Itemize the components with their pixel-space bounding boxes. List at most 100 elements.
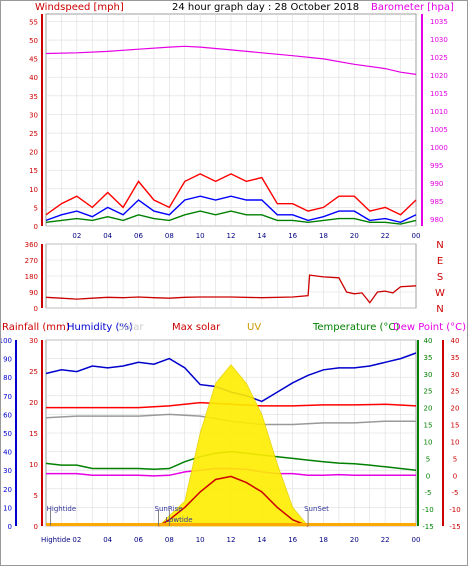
event-label: Lowtide — [165, 516, 192, 524]
temperature-tick-label: 25 — [424, 388, 433, 396]
dew-tick-label: 35 — [451, 354, 460, 362]
x-tick-label: 00 — [412, 536, 421, 544]
rainfall-label: Rainfall (mm) — [2, 322, 70, 333]
humidity-tick-label: 60 — [3, 411, 12, 419]
compass-label: E — [437, 256, 443, 267]
x-tick-label: 04 — [103, 232, 112, 240]
compass-label: W — [435, 288, 445, 299]
dew-tick-label: 25 — [451, 388, 460, 396]
temperature-tick-label: 10 — [424, 438, 433, 446]
humidity-label: Humidity (%) — [67, 322, 133, 333]
windspeed-tick-label: 50 — [29, 37, 38, 45]
series-barometer — [45, 45, 417, 75]
temperature-label: Temperature (°C) — [312, 322, 399, 333]
solar-label: Solar — [118, 322, 144, 333]
x-tick-label: 18 — [319, 536, 328, 544]
rain-tick-label: 25 — [29, 368, 38, 376]
x-tick-label: 20 — [350, 536, 359, 544]
x-tick-label: 18 — [319, 232, 328, 240]
event-label: SunRise — [155, 505, 183, 513]
dew-tick-label: 15 — [451, 422, 460, 430]
humidity-tick-label: 50 — [3, 430, 12, 438]
x-tick-label: 14 — [257, 232, 266, 240]
windspeed-tick-label: 55 — [29, 18, 38, 26]
temperature-tick-label: 15 — [424, 422, 433, 430]
humidity-tick-label: 0 — [8, 523, 12, 531]
humidity-tick-label: 40 — [3, 449, 12, 457]
x-tick-label: 06 — [134, 536, 143, 544]
x-tick-label: 06 — [134, 232, 143, 240]
rain-tick-label: 5 — [34, 492, 38, 500]
max-solar-label: Max solar — [172, 322, 221, 333]
dew-tick-label: 30 — [451, 371, 460, 379]
x-tick-label: 08 — [165, 536, 174, 544]
barometer-tick-label: 1010 — [430, 108, 448, 116]
windspeed-tick-label: 5 — [34, 204, 38, 212]
x-tick-label: 00 — [412, 232, 421, 240]
series-wind — [45, 210, 417, 225]
direction-tick-label: 0 — [34, 305, 38, 313]
chart-title: 24 hour graph day : 28 October 2018 — [172, 2, 359, 13]
compass-label: N — [436, 240, 443, 251]
temperature-tick-label: -5 — [425, 489, 432, 497]
windspeed-tick-label: 30 — [29, 111, 38, 119]
humidity-tick-label: 30 — [3, 467, 12, 475]
direction-tick-label: 90 — [29, 289, 38, 297]
dew-tick-label: -5 — [452, 489, 459, 497]
barometer-tick-label: 1005 — [430, 126, 448, 134]
event-label: Hightide — [47, 505, 77, 513]
barometer-tick-label: 1020 — [430, 72, 448, 80]
compass-label: N — [436, 304, 443, 315]
temperature-tick-label: 35 — [424, 354, 433, 362]
barometer-tick-label: 1035 — [430, 18, 448, 26]
x-tick-label: 14 — [257, 536, 266, 544]
barometer-tick-label: 1025 — [430, 54, 448, 62]
barometer-tick-label: 985 — [430, 198, 443, 206]
rain-tick-label: 30 — [29, 337, 38, 345]
temperature-tick-label: 5 — [426, 455, 430, 463]
humidity-tick-label: 20 — [3, 486, 12, 494]
windspeed-tick-label: 20 — [29, 149, 38, 157]
series-solar — [157, 364, 309, 527]
windspeed-tick-label: 15 — [29, 167, 38, 175]
dew-tick-label: 5 — [453, 455, 457, 463]
rain-tick-label: 10 — [29, 461, 38, 469]
x-tick-label: 22 — [381, 232, 390, 240]
x-tick-label: 10 — [196, 536, 205, 544]
x-tick-label: 02 — [72, 232, 81, 240]
x-tick-label: 04 — [103, 536, 112, 544]
x-tick-label: 08 — [165, 232, 174, 240]
dew-tick-label: 0 — [453, 472, 457, 480]
x-tick-label: Hightide — [41, 536, 71, 544]
x-tick-label: 22 — [381, 536, 390, 544]
series-average-wind — [45, 195, 417, 224]
barometer-tick-label: 990 — [430, 180, 443, 188]
windspeed-tick-label: 45 — [29, 56, 38, 64]
barometer-tick-label: 1015 — [430, 90, 448, 98]
x-tick-label: 12 — [227, 232, 236, 240]
dew-tick-label: 40 — [451, 337, 460, 345]
x-tick-label: 10 — [196, 232, 205, 240]
x-tick-label: 12 — [227, 536, 236, 544]
humidity-tick-label: 80 — [3, 374, 12, 382]
dew-tick-label: -10 — [449, 506, 460, 514]
temperature-tick-label: -15 — [422, 523, 433, 531]
uv-baseline — [46, 523, 416, 526]
temperature-tick-label: -10 — [422, 506, 433, 514]
x-tick-label: 16 — [288, 232, 297, 240]
series-max-solar — [158, 475, 309, 527]
compass-label: S — [437, 272, 443, 283]
barometer-tick-label: 995 — [430, 162, 443, 170]
humidity-tick-label: 10 — [3, 504, 12, 512]
uv-label: UV — [247, 322, 261, 333]
humidity-tick-label: 70 — [3, 393, 12, 401]
x-tick-label: 02 — [72, 536, 81, 544]
windspeed-tick-label: 25 — [29, 130, 38, 138]
windspeed-tick-label: 35 — [29, 93, 38, 101]
direction-tick-label: 270 — [25, 257, 38, 265]
barometer-axis-title: Barometer [hpa] — [371, 2, 454, 13]
series-wind-direction — [45, 274, 417, 304]
barometer-tick-label: 980 — [430, 216, 443, 224]
rain-tick-label: 0 — [34, 523, 38, 531]
